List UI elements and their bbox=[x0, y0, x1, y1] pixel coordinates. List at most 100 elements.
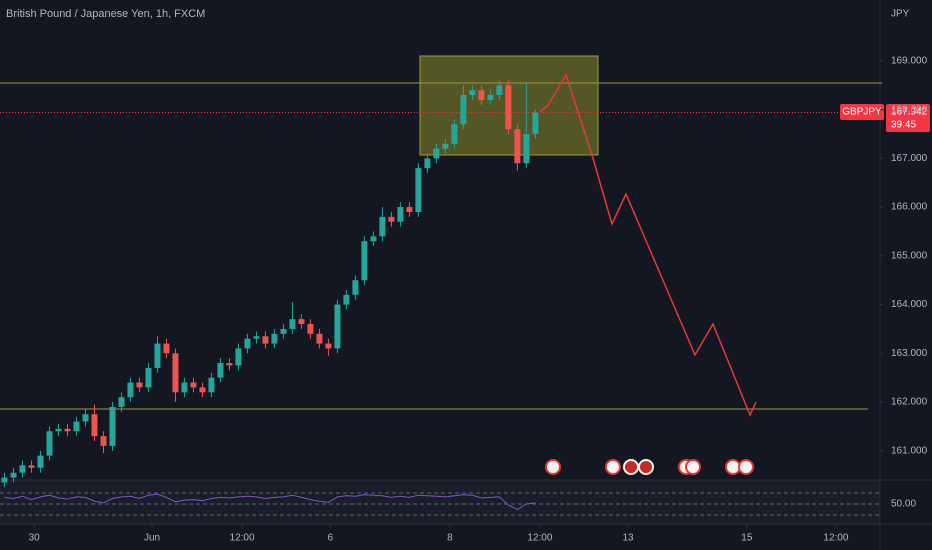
candle-body bbox=[379, 216, 386, 237]
candle-body bbox=[118, 397, 125, 407]
candle-body bbox=[37, 455, 44, 468]
candle-body bbox=[19, 465, 26, 473]
candle-body bbox=[262, 336, 269, 344]
candle-body bbox=[208, 377, 215, 393]
candle-body bbox=[334, 304, 341, 349]
candle-body bbox=[145, 367, 152, 388]
candle-body bbox=[433, 148, 440, 159]
candle-body bbox=[388, 216, 395, 222]
chart-title: British Pound / Japanese Yen, 1h, FXCM bbox=[6, 8, 205, 20]
candle-body bbox=[451, 124, 458, 144]
candle-body bbox=[163, 343, 170, 354]
candle-body bbox=[136, 382, 143, 388]
x-tick-label: 15 bbox=[741, 533, 753, 544]
event-icon[interactable] bbox=[623, 459, 639, 475]
candle-body bbox=[415, 168, 422, 212]
rectangle-drawing bbox=[419, 55, 599, 156]
candle-body bbox=[316, 333, 323, 344]
y-tick-label: 163.000 bbox=[891, 348, 928, 359]
y-tick-label: 164.000 bbox=[891, 299, 928, 310]
y-tick-label: 161.000 bbox=[891, 445, 928, 456]
candle-body bbox=[190, 382, 197, 388]
event-icon[interactable] bbox=[725, 459, 741, 475]
candle-body bbox=[82, 414, 89, 422]
countdown-label: 39:45 bbox=[891, 120, 916, 131]
candle-body bbox=[352, 280, 359, 295]
candle-body bbox=[100, 436, 107, 446]
candle-body bbox=[487, 95, 494, 100]
x-tick-label: 13 bbox=[622, 533, 634, 544]
candle-body bbox=[469, 90, 476, 96]
candle-body bbox=[460, 95, 467, 125]
candle-body bbox=[361, 241, 368, 281]
candle-body bbox=[28, 465, 35, 468]
currency-label: JPY bbox=[891, 9, 910, 20]
y-tick-label: 166.000 bbox=[891, 202, 928, 213]
x-tick-label: 30 bbox=[29, 533, 41, 544]
candle-body bbox=[478, 90, 485, 100]
y-tick-label: 168.000 bbox=[891, 104, 928, 115]
candle-body bbox=[442, 143, 449, 149]
candle-body bbox=[172, 353, 179, 393]
candle-body bbox=[46, 431, 53, 456]
candle-body bbox=[514, 129, 521, 164]
event-icon[interactable] bbox=[738, 459, 754, 475]
candle-body bbox=[523, 134, 530, 164]
candle-body bbox=[181, 382, 188, 393]
candle-body bbox=[424, 158, 431, 169]
x-tick-label: 6 bbox=[327, 533, 333, 544]
candle-body bbox=[532, 112, 539, 135]
y-tick-label: 165.000 bbox=[891, 250, 928, 261]
event-icon[interactable] bbox=[545, 459, 561, 475]
candle-body bbox=[406, 207, 413, 212]
candle-body bbox=[496, 85, 503, 96]
candle-body bbox=[64, 428, 71, 432]
candle-body bbox=[397, 207, 404, 222]
candle-body bbox=[271, 333, 278, 344]
price-badge bbox=[886, 104, 930, 132]
x-tick-label: 12:00 bbox=[230, 533, 255, 544]
rsi-pane bbox=[0, 480, 880, 524]
candle-body bbox=[253, 336, 260, 339]
candle-body bbox=[289, 319, 296, 329]
event-icon[interactable] bbox=[638, 459, 654, 475]
rsi-line bbox=[4, 493, 536, 511]
candle-body bbox=[10, 472, 17, 478]
candle-body bbox=[244, 338, 251, 349]
candle-body bbox=[235, 348, 242, 366]
symbol-badge bbox=[840, 104, 884, 120]
x-tick-label: 8 bbox=[447, 533, 453, 544]
candle-body bbox=[226, 363, 233, 366]
event-icon[interactable] bbox=[605, 459, 621, 475]
candle-body bbox=[505, 85, 512, 130]
candle-body bbox=[280, 328, 287, 334]
candle-body bbox=[343, 294, 350, 305]
y-tick-label: 167.000 bbox=[891, 153, 928, 164]
candle-body bbox=[370, 236, 377, 242]
event-icon[interactable] bbox=[685, 459, 701, 475]
last-price-label: 167.942 bbox=[891, 107, 928, 118]
candle-body bbox=[55, 428, 62, 432]
x-tick-label: 12:00 bbox=[527, 533, 552, 544]
event-icons bbox=[545, 459, 754, 475]
y-tick-label: 162.000 bbox=[891, 397, 928, 408]
candle-body bbox=[199, 387, 206, 393]
x-tick-label: Jun bbox=[144, 533, 160, 544]
y-tick-label: 169.000 bbox=[891, 56, 928, 67]
projection-path bbox=[539, 73, 757, 417]
candle-body bbox=[73, 421, 80, 432]
symbol-label: GBPJPY bbox=[842, 107, 882, 118]
candle-body bbox=[217, 363, 224, 378]
candle-body bbox=[325, 343, 332, 349]
candle-body bbox=[109, 406, 116, 446]
rsi-tick-label: 50.00 bbox=[891, 499, 916, 510]
candle-body bbox=[298, 319, 305, 325]
candle-body bbox=[307, 324, 314, 334]
candle-body bbox=[127, 382, 134, 398]
candle-body bbox=[154, 343, 161, 368]
candles bbox=[1, 80, 539, 488]
candle-body bbox=[91, 414, 98, 437]
x-tick-label: 12:00 bbox=[823, 533, 848, 544]
candle-body bbox=[1, 477, 8, 483]
